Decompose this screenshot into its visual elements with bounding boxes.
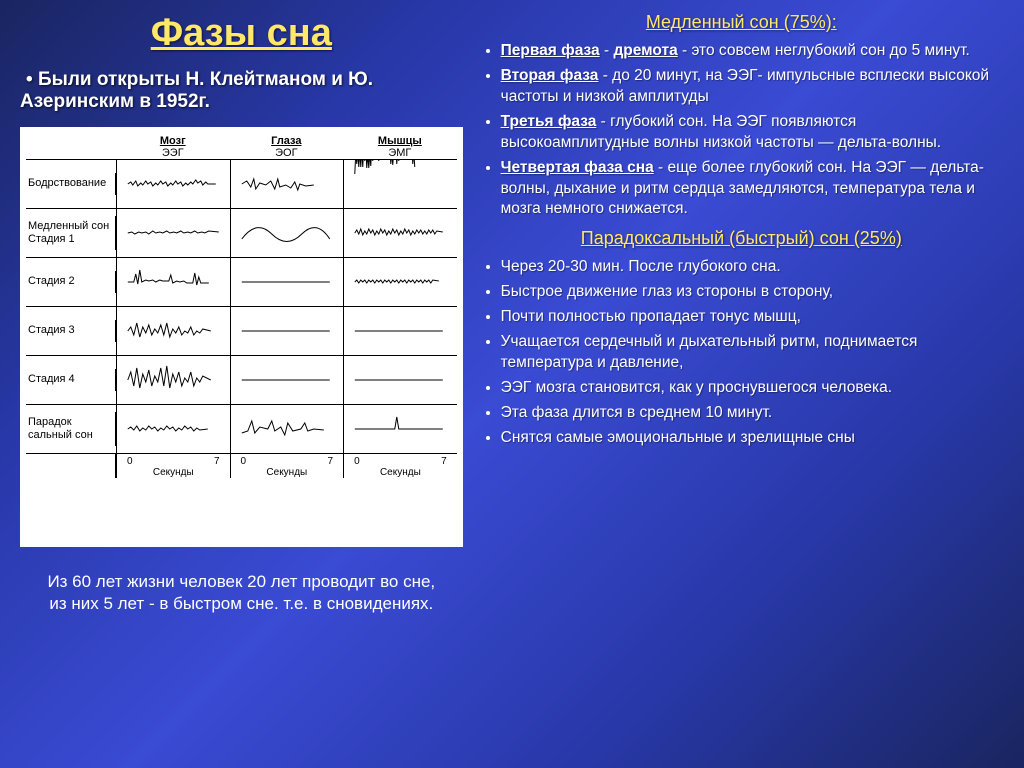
slide-title: Фазы сна (20, 12, 463, 55)
fast-sleep-header: Парадоксальный (быстрый) сон (25%) (479, 228, 1004, 249)
wave-eog-1 (230, 209, 344, 257)
col-header-0: Мозг ЭЭГ (116, 135, 230, 159)
slow-phase-0: Первая фаза - дремота - это совсем неглу… (501, 41, 1004, 62)
eeg-chart: Мозг ЭЭГ Глаза ЭОГ Мышцы ЭМГ Бодрствован… (20, 127, 463, 547)
col-header-2: Мышцы ЭМГ (343, 135, 457, 159)
axis-row: 07 Секунды 07 Секунды 07 Секунды (26, 453, 457, 478)
discovery-text: • Были открыты Н. Клейтманом и Ю. Азерин… (20, 69, 463, 113)
row-label-3: Стадия 3 (26, 320, 116, 341)
wave-emg-1 (343, 209, 457, 257)
wave-emg-0 (343, 160, 457, 208)
wave-emg-3 (343, 307, 457, 355)
slow-sleep-list: Первая фаза - дремота - это совсем неглу… (479, 41, 1004, 220)
chart-row-4: Стадия 4 (26, 355, 457, 404)
wave-eeg-4 (116, 356, 230, 404)
wave-eog-4 (230, 356, 344, 404)
wave-eog-5 (230, 405, 344, 453)
left-column: Фазы сна • Были открыты Н. Клейтманом и … (20, 12, 473, 756)
chart-row-2: Стадия 2 (26, 257, 457, 306)
axis-0: 07 Секунды (116, 454, 230, 478)
fast-sleep-list: Через 20-30 мин. После глубокого сна. Быс… (479, 257, 1004, 448)
wave-eeg-1 (116, 209, 230, 257)
chart-row-1: Медленный сонСтадия 1 (26, 208, 457, 257)
chart-row-0: Бодрствование (26, 159, 457, 208)
col-header-1: Глаза ЭОГ (230, 135, 344, 159)
fast-bullet-5: Эта фаза длится в среднем 10 минут. (501, 403, 1004, 424)
axis-2: 07 Секунды (343, 454, 457, 478)
row-label-1: Медленный сонСтадия 1 (26, 216, 116, 250)
wave-eeg-2 (116, 258, 230, 306)
wave-emg-2 (343, 258, 457, 306)
axis-1: 07 Секунды (230, 454, 344, 478)
fast-bullet-0: Через 20-30 мин. После глубокого сна. (501, 257, 1004, 278)
footnote: Из 60 лет жизни человек 20 лет проводит … (20, 571, 463, 615)
wave-eeg-0 (116, 160, 230, 208)
fast-bullet-1: Быстрое движение глаз из стороны в сторо… (501, 282, 1004, 303)
chart-row-3: Стадия 3 (26, 306, 457, 355)
chart-row-5: Парадок сальный сон (26, 404, 457, 453)
discovery-content: Были открыты Н. Клейтманом и Ю. Азеринск… (20, 69, 373, 112)
slow-phase-2: Третья фаза - глубокий сон. На ЭЭГ появл… (501, 112, 1004, 154)
fast-bullet-2: Почти полностью пропадает тонус мышц, (501, 307, 1004, 328)
row-label-5: Парадок сальный сон (26, 412, 116, 446)
wave-eog-3 (230, 307, 344, 355)
wave-eog-0 (230, 160, 344, 208)
fast-bullet-4: ЭЭГ мозга становится, как у проснувшегос… (501, 378, 1004, 399)
slide: Фазы сна • Были открыты Н. Клейтманом и … (0, 0, 1024, 768)
slow-phase-3: Четвертая фаза сна - еще более глубокий … (501, 158, 1004, 221)
wave-emg-5 (343, 405, 457, 453)
wave-emg-4 (343, 356, 457, 404)
fast-bullet-6: Снятся самые эмоциональные и зрелищные с… (501, 428, 1004, 449)
wave-eog-2 (230, 258, 344, 306)
right-column: Медленный сон (75%): Первая фаза - дремо… (473, 12, 1004, 756)
fast-bullet-3: Учащается сердечный и дыхательный ритм, … (501, 332, 1004, 374)
wave-eeg-3 (116, 307, 230, 355)
slow-sleep-header: Медленный сон (75%): (479, 12, 1004, 33)
slow-phase-1: Вторая фаза - до 20 минут, на ЭЭГ- импул… (501, 66, 1004, 108)
row-label-0: Бодрствование (26, 173, 116, 194)
row-label-4: Стадия 4 (26, 369, 116, 390)
wave-eeg-5 (116, 405, 230, 453)
chart-header-row: Мозг ЭЭГ Глаза ЭОГ Мышцы ЭМГ (26, 135, 457, 159)
row-label-2: Стадия 2 (26, 271, 116, 292)
